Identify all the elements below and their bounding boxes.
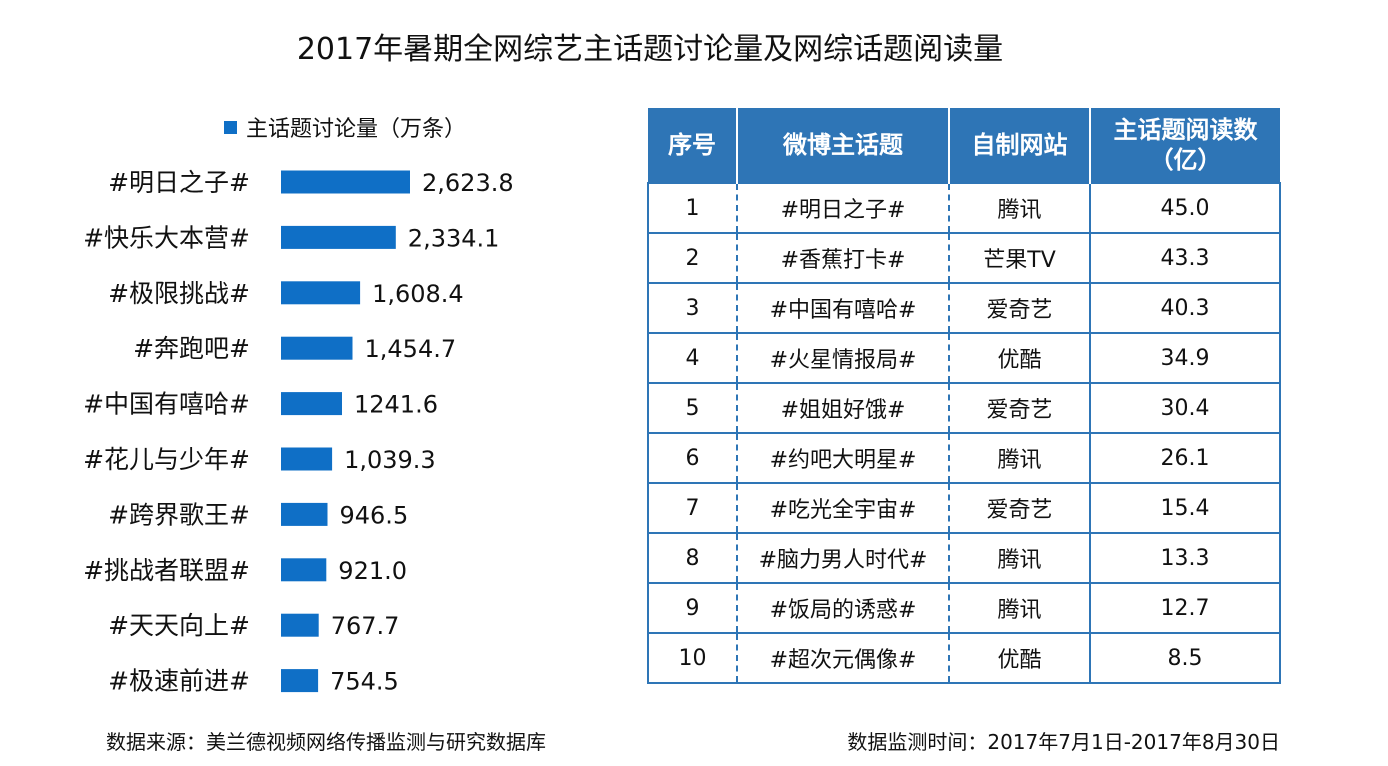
table-row: 8 #脑力男人时代# 腾讯 13.3 <box>647 532 1281 584</box>
cell-index: 1 <box>647 182 737 234</box>
data-bar <box>281 170 410 194</box>
header-reading-count-line1: 主话题阅读数 <box>1113 116 1258 144</box>
cell-platform: 爱奇艺 <box>948 482 1090 534</box>
cell-index: 10 <box>647 632 737 684</box>
table-row: 6 #约吧大明星# 腾讯 26.1 <box>647 432 1281 484</box>
cell-reading-count: 26.1 <box>1089 432 1281 484</box>
value-label: 1,454.7 <box>365 335 457 363</box>
legend-label: 主话题讨论量（万条） <box>246 117 466 142</box>
cell-weibo-topic: #吃光全宇宙# <box>736 482 949 534</box>
header-reading-count: 主话题阅读数 （亿） <box>1090 108 1280 183</box>
header-weibo-topic: 微博主话题 <box>737 108 950 183</box>
data-bar <box>281 281 361 305</box>
cell-index: 7 <box>647 482 737 534</box>
chart-legend: 主话题讨论量（万条） <box>224 117 466 142</box>
cell-weibo-topic: #超次元偶像# <box>736 632 949 684</box>
table-row: 2 #香蕉打卡# 芒果TV 43.3 <box>647 232 1281 284</box>
cell-reading-count: 45.0 <box>1089 182 1281 234</box>
data-bar <box>281 558 327 582</box>
discussion-bar-chart: 主话题讨论量（万条） #明日之子# 2,623.8 #快乐大本营# 2,334.1 #极… <box>83 117 514 696</box>
data-bar <box>281 613 319 637</box>
value-label: 921.0 <box>338 557 407 585</box>
cell-weibo-topic: #香蕉打卡# <box>736 232 949 284</box>
category-label: #中国有嘻哈# <box>83 390 250 419</box>
cell-index: 6 <box>647 432 737 484</box>
cell-platform: 腾讯 <box>948 532 1090 584</box>
category-label: #花儿与少年# <box>83 445 250 474</box>
category-label: #明日之子# <box>108 168 250 197</box>
cell-platform: 爱奇艺 <box>948 282 1090 334</box>
cell-index: 9 <box>647 582 737 634</box>
category-label: #快乐大本营# <box>83 223 250 252</box>
cell-reading-count: 30.4 <box>1089 382 1281 434</box>
cell-weibo-topic: #火星情报局# <box>736 332 949 384</box>
cell-index: 8 <box>647 532 737 584</box>
cell-platform: 腾讯 <box>948 582 1090 634</box>
value-label: 767.7 <box>331 612 400 640</box>
table-row: 7 #吃光全宇宙# 爱奇艺 15.4 <box>647 482 1281 534</box>
category-label: #天天向上# <box>108 611 250 640</box>
topic-reading-table-container: 序号 微博主话题 自制网站 主话题阅读数 （亿） 1 #明日之子# 腾讯 45.0 2 #香… <box>647 108 1281 684</box>
cell-reading-count: 13.3 <box>1089 532 1281 584</box>
cell-weibo-topic: #姐姐好饿# <box>736 382 949 434</box>
data-bar <box>281 669 319 693</box>
cell-reading-count: 8.5 <box>1089 632 1281 684</box>
value-label: 1241.6 <box>354 391 438 419</box>
cell-reading-count: 12.7 <box>1089 582 1281 634</box>
data-bar <box>281 336 353 360</box>
data-bar <box>281 225 396 249</box>
header-index: 序号 <box>648 108 738 183</box>
cell-platform: 芒果TV <box>948 232 1090 284</box>
category-label: #极速前进# <box>108 667 250 696</box>
cell-reading-count: 15.4 <box>1089 482 1281 534</box>
topic-reading-table: 序号 微博主话题 自制网站 主话题阅读数 （亿） 1 #明日之子# 腾讯 45.0 2 #香… <box>647 108 1281 684</box>
data-bar <box>281 447 333 471</box>
cell-weibo-topic: #脑力男人时代# <box>736 532 949 584</box>
value-label: 946.5 <box>340 501 409 529</box>
value-label: 1,039.3 <box>344 446 436 474</box>
value-label: 754.5 <box>330 668 399 696</box>
cell-weibo-topic: #中国有嘻哈# <box>736 282 949 334</box>
cell-platform: 腾讯 <box>948 182 1090 234</box>
table-row: 4 #火星情报局# 优酷 34.9 <box>647 332 1281 384</box>
cell-index: 2 <box>647 232 737 284</box>
cell-index: 3 <box>647 282 737 334</box>
value-label: 2,334.1 <box>408 224 500 252</box>
table-header-row: 序号 微博主话题 自制网站 主话题阅读数 （亿） <box>648 108 1280 183</box>
table-row: 5 #姐姐好饿# 爱奇艺 30.4 <box>647 382 1281 434</box>
category-label: #极限挑战# <box>108 279 250 308</box>
cell-platform: 爱奇艺 <box>948 382 1090 434</box>
cell-weibo-topic: #约吧大明星# <box>736 432 949 484</box>
cell-index: 5 <box>647 382 737 434</box>
category-label: #跨界歌王# <box>108 500 250 529</box>
cell-reading-count: 40.3 <box>1089 282 1281 334</box>
cell-reading-count: 34.9 <box>1089 332 1281 384</box>
value-label: 2,623.8 <box>422 169 514 197</box>
category-label: #奔跑吧# <box>133 334 250 363</box>
cell-platform: 腾讯 <box>948 432 1090 484</box>
cell-weibo-topic: #饭局的诱惑# <box>736 582 949 634</box>
table-row: 9 #饭局的诱惑# 腾讯 12.7 <box>647 582 1281 634</box>
cell-reading-count: 43.3 <box>1089 232 1281 284</box>
legend-swatch <box>224 121 237 134</box>
table-row: 1 #明日之子# 腾讯 45.0 <box>647 182 1281 234</box>
value-label: 1,608.4 <box>372 280 464 308</box>
cell-weibo-topic: #明日之子# <box>736 182 949 234</box>
cell-index: 4 <box>647 332 737 384</box>
cell-platform: 优酷 <box>948 332 1090 384</box>
page-title: 2017年暑期全网综艺主话题讨论量及网综话题阅读量 <box>296 32 1004 67</box>
monitoring-period-note: 数据监测时间：2017年7月1日-2017年8月30日 <box>847 730 1280 754</box>
header-platform: 自制网站 <box>949 108 1091 183</box>
category-label: #挑战者联盟# <box>83 556 250 585</box>
cell-platform: 优酷 <box>948 632 1090 684</box>
data-bar <box>281 502 328 526</box>
data-source-note: 数据来源：美兰德视频网络传播监测与研究数据库 <box>106 730 546 754</box>
header-reading-count-line2: （亿） <box>1149 146 1222 174</box>
table-row: 10 #超次元偶像# 优酷 8.5 <box>647 632 1281 684</box>
table-row: 3 #中国有嘻哈# 爱奇艺 40.3 <box>647 282 1281 334</box>
data-bar <box>281 392 342 416</box>
